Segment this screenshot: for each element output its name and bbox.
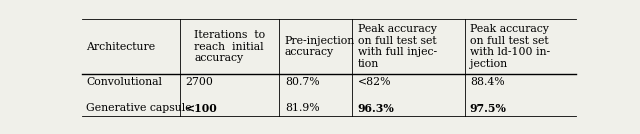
Text: 88.4%: 88.4% xyxy=(470,77,504,87)
Text: 96.3%: 96.3% xyxy=(358,103,394,114)
Text: Generative capsule: Generative capsule xyxy=(86,103,192,113)
Text: 2700: 2700 xyxy=(186,77,214,87)
Text: Peak accuracy
on full test set
with full injec-
tion: Peak accuracy on full test set with full… xyxy=(358,24,437,69)
Text: 81.9%: 81.9% xyxy=(285,103,319,113)
Text: Iterations  to
reach  initial
accuracy: Iterations to reach initial accuracy xyxy=(195,30,266,63)
Text: Pre-injection
accuracy: Pre-injection accuracy xyxy=(285,36,355,57)
Text: <100: <100 xyxy=(186,103,218,114)
Text: Peak accuracy
on full test set
with ld-100 in-
jection: Peak accuracy on full test set with ld-1… xyxy=(470,24,550,69)
Text: Convolutional: Convolutional xyxy=(86,77,163,87)
Text: 97.5%: 97.5% xyxy=(470,103,507,114)
Text: Architecture: Architecture xyxy=(86,42,156,51)
Text: 80.7%: 80.7% xyxy=(285,77,319,87)
Text: <82%: <82% xyxy=(358,77,391,87)
